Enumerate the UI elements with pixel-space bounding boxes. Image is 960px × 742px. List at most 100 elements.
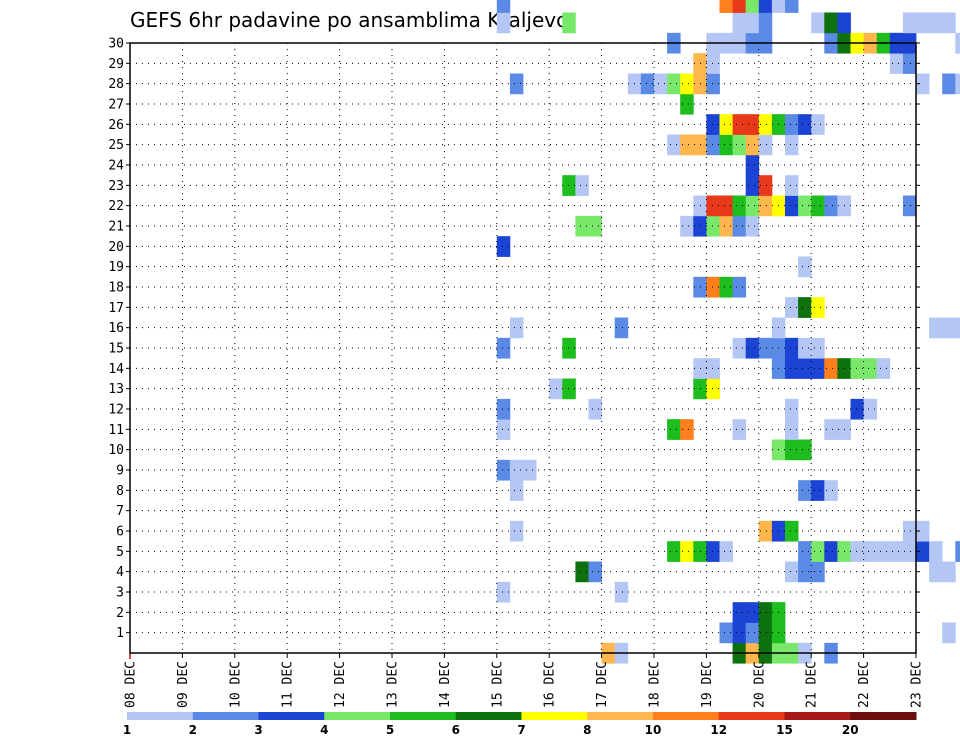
y-tick-label: 20 [108,240,124,255]
heatmap-cell [955,541,960,562]
grid-lines [130,42,916,653]
heatmap-cell [588,398,602,420]
y-axis: 1234567891011121314151617181920212223242… [108,37,920,641]
heatmap-cell [719,622,733,644]
y-tick-label: 17 [108,301,124,316]
heatmap-cell [509,459,524,481]
y-tick-label: 24 [108,159,124,174]
heatmap-cell [719,541,733,562]
x-tick-label: 23 DEC [910,661,925,708]
heatmap-cell [509,480,524,501]
heatmap-cell [824,419,838,440]
heatmap-cell [902,195,917,217]
heatmap-cell [798,541,812,562]
colorbar-label: 8 [583,723,591,737]
heatmap-cell [575,215,589,237]
colorbar-swatch [784,712,851,720]
heatmap-cell [588,561,602,583]
colorbar-swatch [258,712,325,720]
heatmap-cell [798,114,812,135]
heatmap-cell [942,12,956,34]
heatmap-cell [902,520,917,542]
heatmap-cell [745,215,760,237]
x-tick-label: 10 DEC [228,661,243,708]
heatmap-cell [562,378,576,400]
heatmap-cell [745,337,760,359]
heatmap-cell [680,541,694,562]
heatmap-cell [798,195,812,217]
heatmap-cell [640,73,655,95]
heatmap-cell [798,561,812,583]
heatmap-cell [824,12,838,34]
x-tick-label: 17 DEC [595,661,610,708]
heatmap-cell [824,358,838,379]
heatmap-cell [667,541,681,562]
heatmap-cell [575,175,589,196]
y-tick-label: 23 [108,179,124,194]
heatmap-cell [758,520,773,542]
heatmap-cell [562,12,576,34]
heatmap-cell [811,480,825,501]
heatmap-cell [850,398,864,420]
heatmap-cell [876,358,891,379]
colorbar-label: 20 [842,723,859,737]
y-tick-label: 4 [116,565,124,580]
heatmap-cell [811,195,825,217]
colorbar-label: 7 [517,723,525,737]
heatmap-cell [706,114,720,135]
heatmap-cell [758,622,773,644]
heatmap-cell [942,622,956,644]
colorbar-label: 3 [254,723,262,737]
heatmap-cell [706,541,720,562]
heatmap-cell [811,297,825,318]
heatmap-cell [732,195,747,217]
heatmap-cell [889,53,904,74]
heatmap-cell [667,419,681,440]
heatmap-cell [929,317,943,339]
heatmap-cell [496,581,511,603]
heatmap-cell [667,134,681,156]
y-tick-label: 8 [116,484,124,499]
heatmap-cell [811,12,825,34]
heatmap-cell [889,541,904,562]
colorbar-swatch [718,712,785,720]
heatmap-cell [785,195,799,217]
heatmap-cell [850,358,864,379]
heatmap-cell [942,73,956,95]
heatmap-cell [785,175,799,196]
colorbar-label: 15 [776,723,793,737]
heatmap-cell [680,215,694,237]
colorbar-label: 6 [452,723,460,737]
y-tick-label: 3 [116,586,124,601]
y-tick-label: 25 [108,138,124,153]
heatmap-cell [955,317,960,339]
heatmap-cell [758,602,773,623]
heatmap-cell [509,73,524,95]
y-tick-label: 15 [108,342,124,357]
heatmap-cell [863,398,878,420]
x-axis: 08 DEC 09 DEC 10 DEC 11 DEC 12 DEC 13 DEC 14 D… [124,653,925,708]
heatmap-cell [549,378,563,400]
colorbar-label: 5 [386,723,394,737]
y-tick-label: 21 [108,220,124,235]
heatmap-cell [798,297,812,318]
heatmap-cell [614,581,629,603]
heatmap-cell [523,459,537,481]
heatmap-cell [719,276,733,298]
heatmap-cell [785,0,799,13]
heatmap-cell [706,276,720,298]
heatmap-cell [732,602,747,623]
x-tick-label: 12 DEC [333,661,348,708]
heatmap-cell [785,297,799,318]
heatmap-cell [745,12,760,34]
heatmap-cell [732,114,747,135]
y-tick-label: 12 [108,403,124,418]
heatmap-cell [955,32,960,54]
heatmap-cell [719,215,733,237]
heatmap-cell [745,195,760,217]
heatmap-cell [798,439,812,461]
colorbar-swatch [850,712,917,720]
heatmap-cell [798,480,812,501]
heatmap-cell [719,134,733,156]
heatmap-cell [942,561,956,583]
